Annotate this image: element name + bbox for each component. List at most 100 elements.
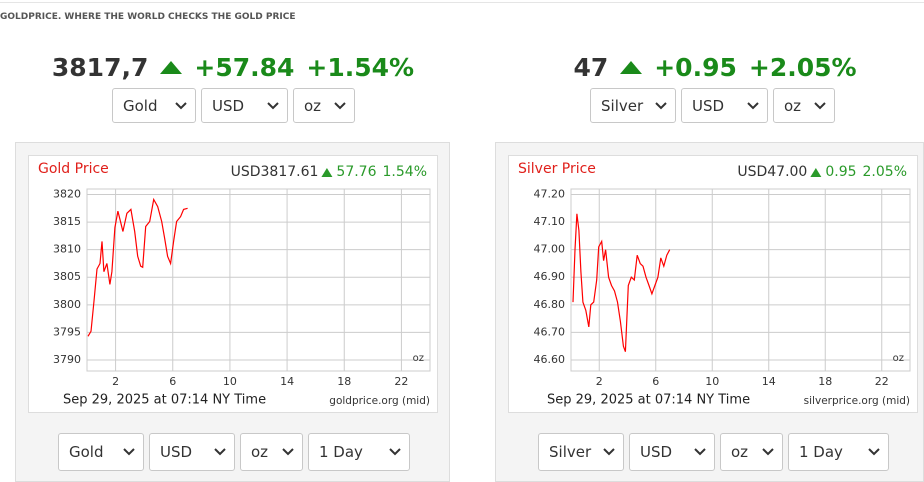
divider xyxy=(0,2,924,3)
unit-label: oz xyxy=(413,353,424,364)
dropdown-value: Silver xyxy=(601,96,644,115)
dropdown-value: oz xyxy=(731,443,749,461)
y-tick-label: 46.90 xyxy=(534,270,566,283)
source: goldprice.org (mid) xyxy=(329,395,430,407)
y-tick-label: 3795 xyxy=(53,325,81,338)
quote-change: 0.95 xyxy=(825,164,856,180)
dropdown-value: USD xyxy=(160,443,193,461)
price: 47 xyxy=(573,52,609,82)
quote-change-percent: 1.54% xyxy=(383,164,427,180)
change: +0.95 xyxy=(654,52,737,82)
up-arrow xyxy=(620,60,643,74)
y-tick-label: 3815 xyxy=(53,215,81,228)
x-tick-label: 14 xyxy=(762,375,776,388)
chart: Silver Price 2.05% 0.95 USD47.00 46.60 46.70 4… xyxy=(518,161,911,408)
chevron xyxy=(655,101,667,109)
change: +57.84 xyxy=(194,52,295,82)
chevron xyxy=(694,448,706,456)
price-row: 3817,7 +57.84 +1.54% xyxy=(0,50,473,84)
dropdown-value: USD xyxy=(212,96,245,115)
chevron xyxy=(762,448,774,456)
change-percent: +2.05% xyxy=(748,52,857,82)
price-line xyxy=(572,213,671,352)
chevron xyxy=(814,101,826,109)
timestamp: Sep 29, 2025 at 07:14 NY Time xyxy=(547,393,750,408)
chevron xyxy=(123,448,135,456)
x-tick-label: 2 xyxy=(112,375,119,388)
dropdown[interactable]: oz xyxy=(240,433,303,471)
x-tick-label: 10 xyxy=(705,375,719,388)
dropdown[interactable]: oz xyxy=(720,433,783,471)
dropdown[interactable]: Silver xyxy=(590,88,676,123)
x-tick-label: 2 xyxy=(596,375,603,388)
timestamp: Sep 29, 2025 at 07:14 NY Time xyxy=(63,393,266,408)
chevron xyxy=(389,448,401,456)
up-arrow-shape xyxy=(620,60,643,74)
chevron xyxy=(267,101,279,109)
dropdown[interactable]: 1 Day xyxy=(308,433,410,471)
quote-change: 57.76 xyxy=(336,164,376,180)
y-tick-label: 47.00 xyxy=(534,243,566,256)
y-tick-label: 46.70 xyxy=(534,325,566,338)
chart-box: Gold Price 1.54% 57.76 USD3817.61 3790 3795 38… xyxy=(28,155,438,413)
y-tick-label: 3805 xyxy=(53,270,81,283)
change-percent: +1.54% xyxy=(306,52,415,82)
x-tick-label: 22 xyxy=(875,375,889,388)
x-tick-label: 6 xyxy=(652,375,659,388)
chart-box: Silver Price 2.05% 0.95 USD47.00 46.60 46.70 4… xyxy=(508,155,918,413)
chevron xyxy=(868,448,880,456)
up-arrow-shape xyxy=(160,60,183,74)
y-tick-label: 46.80 xyxy=(534,298,566,311)
y-tick-label: 3790 xyxy=(53,353,81,366)
dropdown-value: USD xyxy=(692,96,725,115)
dropdown[interactable]: Gold xyxy=(58,433,144,471)
x-tick-label: 22 xyxy=(394,375,408,388)
x-tick-label: 10 xyxy=(223,375,237,388)
chevron xyxy=(747,101,759,109)
price: 3817,7 xyxy=(51,52,149,82)
quote-change-percent: 2.05% xyxy=(863,164,907,180)
dropdown[interactable]: Gold xyxy=(112,88,196,123)
price-line xyxy=(87,197,188,337)
site-header: GOLDPRICE. WHERE THE WORLD CHECKS THE GO… xyxy=(0,12,296,22)
dropdown[interactable]: oz xyxy=(293,88,355,123)
y-tick-label: 3800 xyxy=(53,298,81,311)
dropdown-value: Gold xyxy=(69,443,104,461)
x-tick-label: 6 xyxy=(169,375,176,388)
chart-title: Silver Price xyxy=(518,161,596,177)
chevron xyxy=(175,101,187,109)
up-arrow xyxy=(810,168,822,177)
chevron xyxy=(282,448,294,456)
dropdown[interactable]: USD xyxy=(201,88,288,123)
dropdown-value: oz xyxy=(304,96,322,115)
y-tick-label: 3810 xyxy=(53,243,81,256)
y-tick-label: 47.10 xyxy=(534,215,566,228)
y-tick-label: 47.20 xyxy=(534,188,566,201)
source: silverprice.org (mid) xyxy=(804,395,910,407)
dropdown[interactable]: Silver xyxy=(538,433,624,471)
chart: Gold Price 1.54% 57.76 USD3817.61 3790 3795 38… xyxy=(38,161,431,408)
chevron xyxy=(334,101,346,109)
dropdown-value: oz xyxy=(784,96,802,115)
dropdown-value: 1 Day xyxy=(319,443,363,461)
chevron xyxy=(214,448,226,456)
plot-area xyxy=(570,188,911,372)
unit-label: oz xyxy=(893,353,904,364)
dropdown[interactable]: USD xyxy=(149,433,235,471)
plot-area xyxy=(86,188,431,372)
quote-price: USD3817.61 xyxy=(231,164,319,180)
dropdown[interactable]: oz xyxy=(773,88,835,123)
x-tick-label: 14 xyxy=(280,375,294,388)
dropdown[interactable]: USD xyxy=(681,88,768,123)
dropdown[interactable]: USD xyxy=(629,433,715,471)
x-tick-label: 18 xyxy=(818,375,832,388)
dropdown-value: oz xyxy=(251,443,269,461)
dropdown[interactable]: 1 Day xyxy=(788,433,889,471)
price-row: 47 +0.95 +2.05% xyxy=(475,50,924,84)
dropdown-value: Silver xyxy=(549,443,592,461)
quote-price: USD47.00 xyxy=(737,164,807,180)
up-arrow xyxy=(160,60,183,74)
dropdown-value: Gold xyxy=(123,96,158,115)
dropdown-value: USD xyxy=(640,443,673,461)
